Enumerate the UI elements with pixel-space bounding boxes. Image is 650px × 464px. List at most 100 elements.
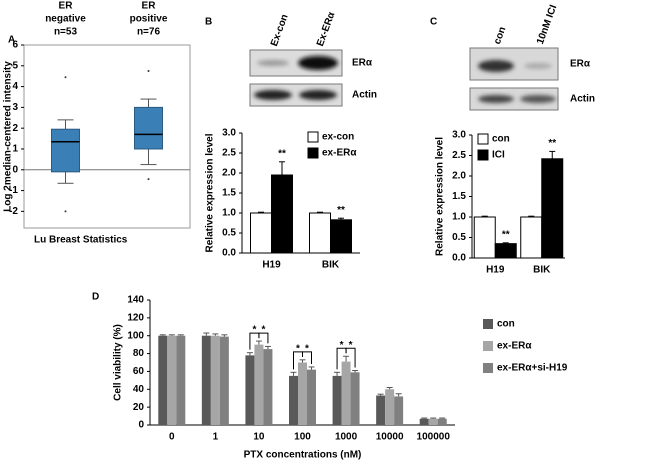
significance-bracket	[258, 332, 269, 344]
legend-swatch	[477, 133, 489, 145]
category-label: negative	[45, 14, 86, 25]
y-tick-label: 1.0	[222, 208, 236, 219]
bar	[541, 158, 564, 259]
bar	[309, 212, 331, 254]
bar	[219, 336, 229, 425]
legend-swatch	[483, 363, 493, 373]
bar	[263, 349, 273, 425]
box	[51, 128, 80, 173]
y-tick-label: 0.5	[222, 228, 236, 239]
panel-letter: A	[8, 35, 15, 46]
blot-band	[524, 63, 552, 69]
y-tick-label: -2	[9, 206, 18, 217]
blot-band-label: Actin	[352, 90, 377, 101]
legend-swatch	[307, 131, 319, 143]
x-tick-label: 100000	[417, 432, 451, 443]
blot-band-label: ERα	[352, 58, 373, 69]
blot-band	[299, 90, 337, 100]
y-tick-label: 0.5	[452, 232, 466, 243]
legend-label: con	[492, 134, 510, 145]
blot-band	[478, 60, 514, 72]
significance-label: **	[502, 229, 510, 240]
bar	[437, 418, 447, 425]
bar	[167, 335, 177, 425]
blot-lane-label: 10nM ICI	[535, 3, 559, 46]
legend-swatch	[483, 319, 493, 329]
y-tick-label: 60	[133, 366, 145, 377]
panel-letter: C	[430, 17, 437, 28]
bar	[332, 375, 342, 425]
x-tick-label: H19	[262, 260, 281, 271]
significance-label: *	[296, 343, 300, 354]
bar	[210, 335, 220, 425]
x-tick-label: 100	[294, 432, 311, 443]
y-tick-label: 0.0	[222, 248, 236, 259]
y-tick-label: 1.5	[222, 188, 236, 199]
significance-label: *	[252, 325, 256, 336]
y-tick-label: 120	[127, 312, 144, 323]
y-tick-label: 3.0	[452, 130, 466, 141]
x-axis-label: PTX concentrations (nM)	[244, 450, 362, 461]
y-tick-label: 140	[127, 295, 144, 306]
bar	[298, 362, 307, 425]
y-axis-label: Relative expression level	[435, 137, 446, 256]
bar	[250, 212, 272, 254]
blot-band	[254, 90, 292, 100]
bar	[428, 418, 438, 425]
y-tick-label: 2.5	[222, 148, 236, 159]
significance-label: **	[337, 205, 345, 216]
bar	[245, 355, 255, 425]
y-tick-label: 1.5	[452, 191, 466, 202]
blot-band	[298, 56, 338, 70]
bar	[307, 369, 316, 425]
significance-label: **	[548, 138, 556, 149]
blot-strip	[249, 83, 343, 107]
bar	[520, 216, 543, 259]
panel-letter: D	[92, 292, 99, 303]
bar	[158, 335, 168, 425]
legend-label: ex-con	[322, 132, 354, 143]
bar	[350, 372, 360, 425]
bar	[176, 335, 186, 425]
blot-band-label: Actin	[570, 94, 595, 105]
y-tick-label: 20	[133, 402, 145, 413]
legend-swatch	[477, 149, 489, 161]
legend-label: ex-ERα	[322, 148, 357, 159]
y-tick-label: 3.0	[222, 128, 236, 139]
blot-band	[257, 60, 289, 66]
significance-label: *	[340, 340, 344, 351]
blot-band-label: ERα	[570, 59, 591, 70]
flier	[147, 178, 150, 181]
y-axis-label: Relative expression level	[205, 133, 216, 252]
significance-bracket	[345, 347, 356, 368]
bar	[271, 174, 293, 254]
category-label: n=53	[54, 27, 78, 38]
x-tick-label: 0	[169, 432, 175, 443]
chart-title: Lu Breast Statistics	[34, 235, 128, 246]
y-tick-label: 2.0	[222, 168, 236, 179]
legend-label: con	[497, 319, 515, 330]
legend-label: ex-ERα+si-H19	[497, 363, 568, 374]
y-tick-label: 4	[12, 81, 18, 92]
category-label: ER	[59, 1, 74, 12]
blot-band	[520, 95, 556, 103]
x-tick-label: 1	[213, 432, 219, 443]
panel-letter: B	[205, 17, 212, 28]
y-tick-label: 2	[12, 123, 18, 134]
y-axis-label: Log 2median-centered intensity	[3, 61, 14, 212]
y-tick-label: 0.0	[452, 253, 466, 264]
significance-label: *	[261, 325, 265, 336]
significance-label: *	[349, 340, 353, 351]
x-tick-label: BIK	[322, 260, 340, 271]
x-tick-label: 10	[253, 432, 265, 443]
legend-swatch	[307, 147, 319, 159]
y-tick-label: -1	[9, 185, 18, 196]
y-tick-label: 2.5	[452, 150, 466, 161]
category-label: ER	[142, 1, 157, 12]
x-tick-label: 10000	[376, 432, 404, 443]
legend-swatch	[483, 341, 493, 351]
flier	[64, 210, 67, 213]
x-tick-label: 1000	[335, 432, 358, 443]
